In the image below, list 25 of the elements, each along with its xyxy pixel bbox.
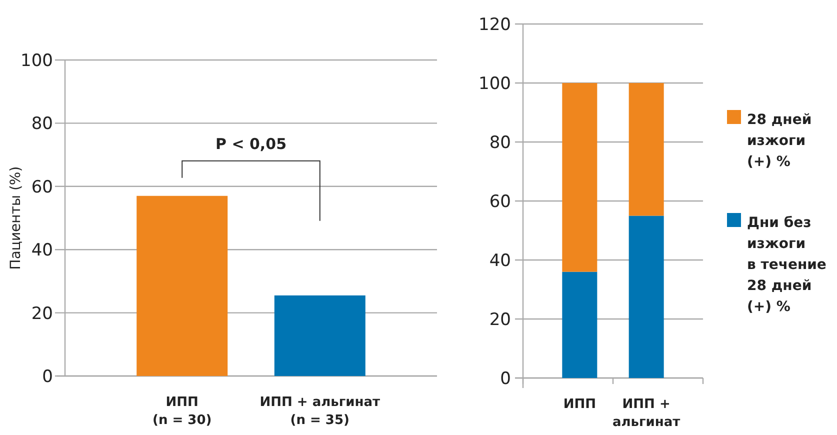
x-tick-label: ИПП (n = 30): [152, 395, 212, 428]
x-tick-label: ИПП + альгинат: [612, 397, 681, 430]
annotation: P < 0,05: [215, 134, 287, 153]
y-axis-title: Пациенты (%): [8, 166, 24, 270]
y-tick-label: 20: [489, 310, 511, 330]
y-tick-label: 60: [31, 177, 53, 198]
y-tick-label: 100: [20, 50, 53, 71]
bar: [562, 272, 598, 378]
legend-label: 28 дней изжоги (+) %: [747, 112, 812, 170]
y-tick-label: 60: [489, 192, 511, 212]
y-tick-label: 80: [31, 114, 53, 134]
x-tick-label: ИПП: [563, 397, 596, 412]
y-tick-label: 20: [31, 304, 53, 324]
legend-label: Дни без изжоги в течение 28 дней (+) %: [747, 215, 826, 315]
y-tick-label: 0: [500, 368, 511, 389]
y-tick-label: 100: [478, 74, 511, 94]
y-tick-label: 40: [489, 250, 511, 271]
y-tick-label: 0: [42, 366, 53, 387]
y-tick-label: 40: [31, 240, 53, 261]
x-tick-label: ИПП + альгинат (n = 35): [260, 395, 380, 428]
y-tick-label: 120: [478, 14, 511, 35]
bar: [628, 83, 664, 216]
bar: [628, 216, 664, 378]
y-tick-label: 80: [489, 132, 511, 153]
bar: [562, 83, 598, 272]
